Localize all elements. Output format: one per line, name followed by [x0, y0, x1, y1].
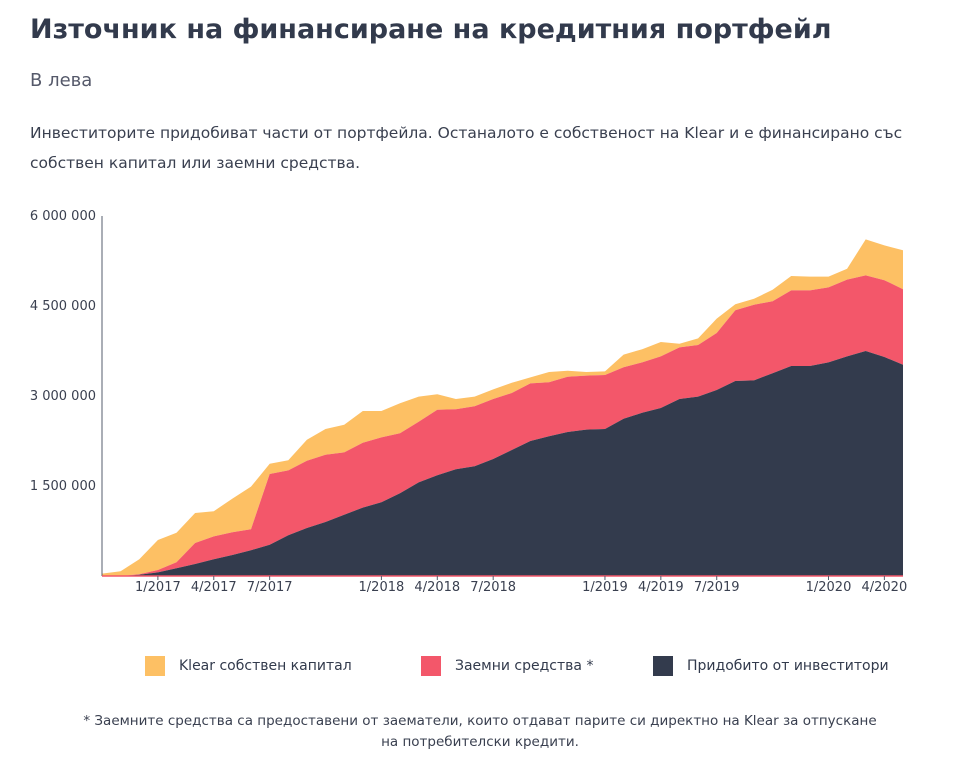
legend-swatch-klear: [145, 656, 165, 676]
legend-label-borrowed: Заемни средства *: [455, 658, 594, 674]
x-tick-label: 1/2019: [582, 580, 628, 595]
stacked-area-chart: 1 500 000 3 000 000 4 500 000 6 000 000 1/2…: [30, 209, 907, 595]
y-tick-label: 1 500 000: [30, 479, 96, 494]
y-tick-label: 3 000 000: [30, 389, 96, 404]
chart-description: Инвеститорите придобиват части от портфе…: [30, 124, 903, 172]
area-series-klear[interactable]: [102, 239, 903, 576]
legend-label-investors: Придобито от инвеститори: [687, 658, 889, 674]
x-tick-label: 4/2017: [191, 580, 237, 595]
legend-swatch-borrowed: [421, 656, 441, 676]
x-tick-label: 1/2018: [359, 580, 405, 595]
legend-item-klear[interactable]: Klear собствен капитал: [145, 655, 352, 677]
page-subtitle: В лева: [30, 70, 93, 91]
legend-swatch-investors: [653, 656, 673, 676]
page-title: Източник на финансиране на кредитния пор…: [30, 14, 832, 45]
x-tick-label: 1/2017: [135, 580, 181, 595]
y-axis: 1 500 000 3 000 000 4 500 000 6 000 000: [30, 209, 103, 576]
x-tick-label: 4/2018: [414, 580, 460, 595]
chart-areas: [102, 239, 903, 576]
area-series-investors[interactable]: [102, 351, 903, 576]
x-tick-label: 4/2020: [861, 580, 907, 595]
x-tick-label: 4/2019: [638, 580, 684, 595]
x-tick-label: 7/2017: [247, 580, 293, 595]
legend-label-klear: Klear собствен капитал: [179, 658, 352, 674]
x-tick-label: 7/2019: [694, 580, 740, 595]
x-tick-label: 7/2018: [470, 580, 516, 595]
legend-item-borrowed[interactable]: Заемни средства *: [421, 655, 593, 677]
footnote: * Заемните средства са предоставени от з…: [83, 713, 877, 750]
legend-item-investors[interactable]: Придобито от инвеститори: [653, 655, 889, 677]
y-tick-label: 6 000 000: [30, 209, 96, 224]
x-tick-label: 1/2020: [806, 580, 852, 595]
area-series-borrowed[interactable]: [102, 275, 903, 576]
x-axis: 1/2017 4/2017 7/2017 1/2018 4/2018 7/2018 1/20…: [102, 575, 907, 595]
y-tick-label: 4 500 000: [30, 299, 96, 314]
